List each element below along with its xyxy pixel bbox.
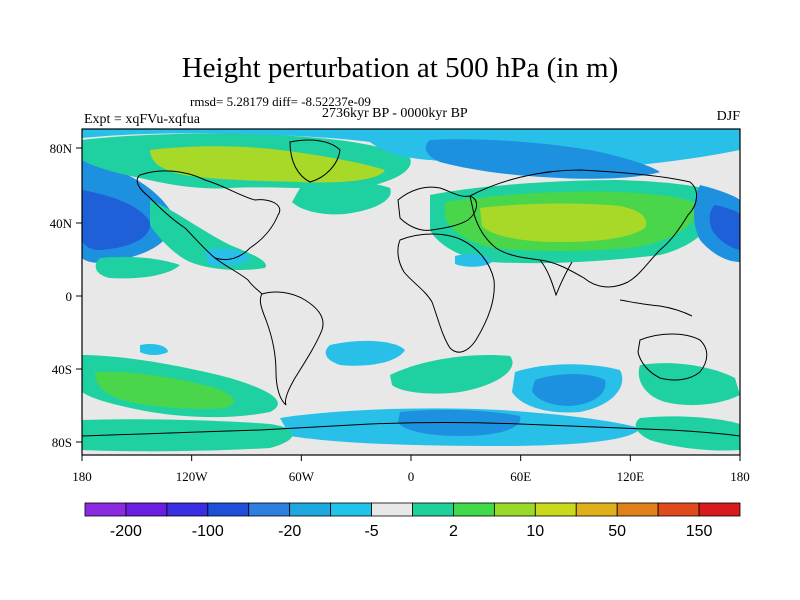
coast-antarctica [82, 422, 740, 437]
x-tick-label: 60E [510, 469, 531, 484]
experiment-label: Expt = xqFVu-xqfua [84, 112, 200, 127]
coast-north-america [136, 170, 281, 261]
stats-line: rmsd= 5.28179 diff= -8.52237e-09 [190, 94, 371, 109]
coast-central-america [214, 257, 263, 295]
coast-india [539, 259, 573, 297]
x-tick-label: 60W [289, 469, 315, 484]
coast-asia [469, 169, 697, 288]
contour-atlantic-bluepatch [205, 248, 250, 266]
colorbar-label: -100 [192, 523, 224, 540]
coast-africa [397, 233, 495, 353]
contour-subtropical-teal-west [95, 256, 180, 279]
y-tick-label: 80S [52, 435, 72, 450]
x-tick-label: 180 [72, 469, 92, 484]
colorbar-label: 150 [686, 523, 713, 540]
colorbar-swatch [371, 502, 413, 517]
contour-antarctic-east-green [635, 416, 740, 451]
x-tick-label: 180 [730, 469, 750, 484]
colorbar-swatch [330, 502, 372, 517]
contour-eurasia-yellowgreen [480, 203, 647, 242]
contour-antarctic-green [82, 419, 293, 452]
colorbar-label: 50 [608, 523, 626, 540]
colorbar-swatch [84, 502, 127, 517]
coast-australia [637, 333, 708, 381]
colorbar-swatch [575, 502, 618, 517]
colorbar-swatch [698, 502, 741, 517]
contour-australia-green [638, 363, 740, 406]
colorbar: -200 -100 -20 -5 2 10 50 150 [84, 502, 741, 540]
colorbar-swatch [616, 502, 659, 517]
season-label: DJF [716, 109, 740, 124]
colorbar-label: -5 [364, 523, 378, 540]
y-tick-label: 80N [50, 141, 73, 156]
colorbar-swatch [453, 502, 495, 517]
colorbar-swatch [412, 502, 454, 517]
colorbar-label: -200 [110, 523, 142, 540]
colorbar-swatch [289, 502, 332, 517]
colorbar-swatch [534, 502, 577, 517]
axis-ticks: 180 120W 60W 0 60E 120E 180 80N 40N 0 40S 80S [50, 141, 750, 484]
x-tick-label: 0 [408, 469, 415, 484]
coastlines [82, 139, 740, 437]
coast-greenland [289, 139, 341, 183]
contour-africa-bluepatch [455, 254, 492, 267]
x-tick-label: 120E [617, 469, 645, 484]
contour-south-pacific-green [95, 371, 234, 409]
colorbar-swatch [207, 502, 250, 517]
period-line: 2736kyr BP - 0000kyr BP [322, 106, 468, 121]
contour-south-indian-dark [532, 374, 606, 406]
colorbar-swatch [657, 502, 700, 517]
colorbar-label: -20 [278, 523, 301, 540]
contour-south-pacific-blue-small [140, 343, 168, 355]
colorbar-swatch [166, 502, 209, 517]
contour-south-atlantic-blue [325, 340, 405, 366]
contour-east-pacific-dark [709, 205, 740, 250]
coast-indonesia [619, 299, 693, 317]
contour-south-atlantic-green [390, 354, 513, 394]
colorbar-swatch [125, 502, 168, 517]
y-tick-label: 0 [66, 289, 73, 304]
colorbar-label: 2 [449, 523, 458, 540]
contour-arctic-blue-eurasia [425, 139, 660, 179]
map-title: Height perturbation at 500 hPa (in m) [181, 52, 619, 84]
colorbar-swatch [248, 502, 291, 517]
colorbar-label: 10 [526, 523, 544, 540]
coast-south-america [259, 291, 324, 406]
y-tick-label: 40S [52, 362, 72, 377]
contour-atlantic-green [292, 182, 391, 215]
contour-north-pacific-dark [82, 190, 151, 250]
x-tick-label: 120W [176, 469, 209, 484]
contour-field [82, 129, 740, 455]
y-tick-label: 40N [50, 216, 73, 231]
coast-europe [397, 186, 477, 231]
colorbar-swatch [493, 502, 536, 517]
